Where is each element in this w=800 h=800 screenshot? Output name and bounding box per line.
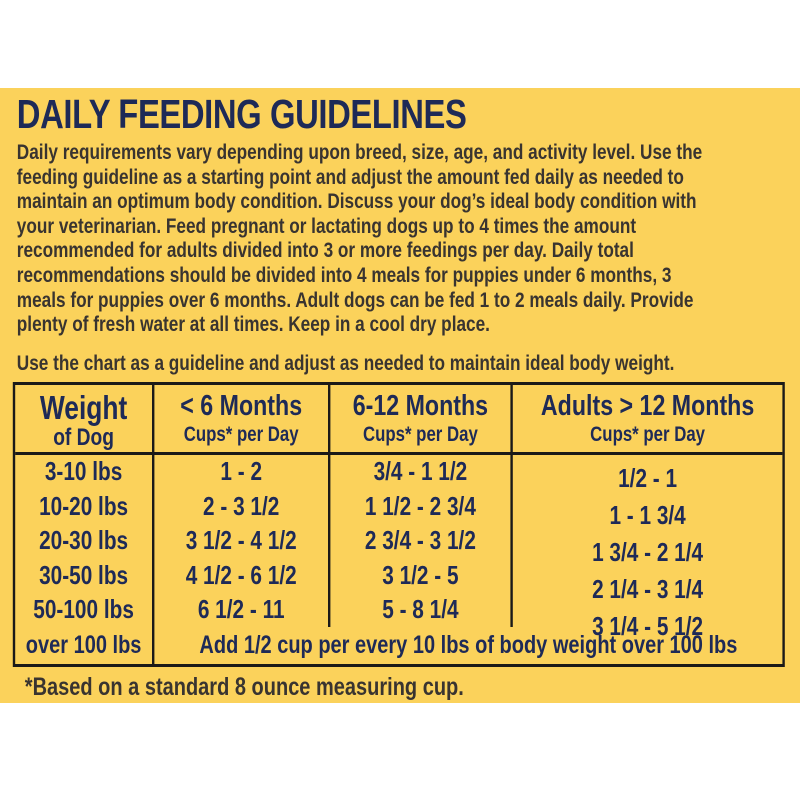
cups-cell: 3 1/4 - 5 1/2: [592, 610, 704, 641]
feeding-table: Weight of Dog < 6 Months Cups* per Day 6…: [12, 381, 785, 667]
weight-cell: 3-10 lbs: [44, 456, 123, 487]
cups-cell: 5 - 8 1/4: [382, 594, 459, 625]
cups-cell: 2 3/4 - 3 1/2: [364, 525, 476, 556]
page-title: DAILY FEEDING GUIDELINES: [16, 91, 467, 137]
column-under-6-months: 1 - 2 2 - 3 1/2 3 1/2 - 4 1/2 4 1/2 - 6 …: [154, 454, 331, 627]
footer-note-cell: Add 1/2 cup per every 10 lbs of body wei…: [199, 630, 738, 659]
header-under-6-months-subtitle: Cups* per Day: [183, 422, 299, 446]
cups-cell: 2 - 3 1/2: [203, 490, 280, 521]
cups-cell: 1 - 2: [220, 456, 263, 487]
header-weight-title: Weight: [39, 388, 128, 426]
measuring-cup-footnote: *Based on a standard 8 ounce measuring c…: [24, 672, 464, 701]
header-adults: Adults > 12 Months Cups* per Day: [513, 385, 783, 452]
header-under-6-months: < 6 Months Cups* per Day: [154, 384, 331, 452]
header-adults-subtitle: Cups* per Day: [590, 422, 706, 446]
table-body: 3-10 lbs 10-20 lbs 20-30 lbs 30-50 lbs 5…: [15, 454, 783, 641]
header-weight-subtitle: of Dog: [53, 423, 114, 451]
column-weight: 3-10 lbs 10-20 lbs 20-30 lbs 30-50 lbs 5…: [15, 454, 155, 627]
header-6-12-months-subtitle: Cups* per Day: [362, 422, 478, 446]
intro-paragraph: Daily requirements vary depending upon b…: [16, 140, 703, 337]
weight-cell: 50-100 lbs: [33, 594, 134, 625]
weight-cell: 10-20 lbs: [39, 490, 129, 521]
weight-cell: 20-30 lbs: [39, 525, 129, 556]
table-header-row: Weight of Dog < 6 Months Cups* per Day 6…: [15, 384, 783, 455]
table-footer-row: over 100 lbs Add 1/2 cup per every 10 lb…: [15, 626, 782, 664]
column-6-12-months: 3/4 - 1 1/2 1 1/2 - 2 3/4 2 3/4 - 3 1/2 …: [330, 454, 513, 627]
feeding-guidelines-panel: DAILY FEEDING GUIDELINES Daily requireme…: [0, 88, 800, 703]
cups-cell: 3/4 - 1 1/2: [373, 456, 468, 487]
cups-cell: 1/2 - 1: [618, 462, 678, 493]
header-6-12-months-title: 6-12 Months: [352, 389, 489, 422]
panel-content: DAILY FEEDING GUIDELINES Daily requireme…: [0, 88, 800, 701]
cups-cell: 3 1/2 - 4 1/2: [185, 525, 297, 556]
cups-cell: 1 1/2 - 2 3/4: [364, 490, 476, 521]
cups-cell: 4 1/2 - 6 1/2: [185, 559, 297, 590]
column-adults: 1/2 - 1 1 - 1 3/4 1 3/4 - 2 1/4 2 1/4 - …: [513, 455, 783, 641]
cups-cell: 6 1/2 - 11: [197, 594, 285, 625]
cups-cell: 1 3/4 - 2 1/4: [592, 536, 704, 567]
header-weight: Weight of Dog: [15, 384, 155, 452]
cups-cell: 3 1/2 - 5: [382, 559, 459, 590]
footer-weight-cell: over 100 lbs: [15, 626, 155, 664]
header-adults-title: Adults > 12 Months: [540, 389, 755, 422]
header-6-12-months: 6-12 Months Cups* per Day: [330, 384, 513, 452]
cups-cell: 2 1/4 - 3 1/4: [592, 573, 704, 604]
weight-cell: 30-50 lbs: [39, 559, 129, 590]
cups-cell: 1 - 1 3/4: [609, 499, 686, 530]
header-under-6-months-title: < 6 Months: [180, 389, 303, 422]
chart-usage-note: Use the chart as a guideline and adjust …: [16, 350, 675, 375]
